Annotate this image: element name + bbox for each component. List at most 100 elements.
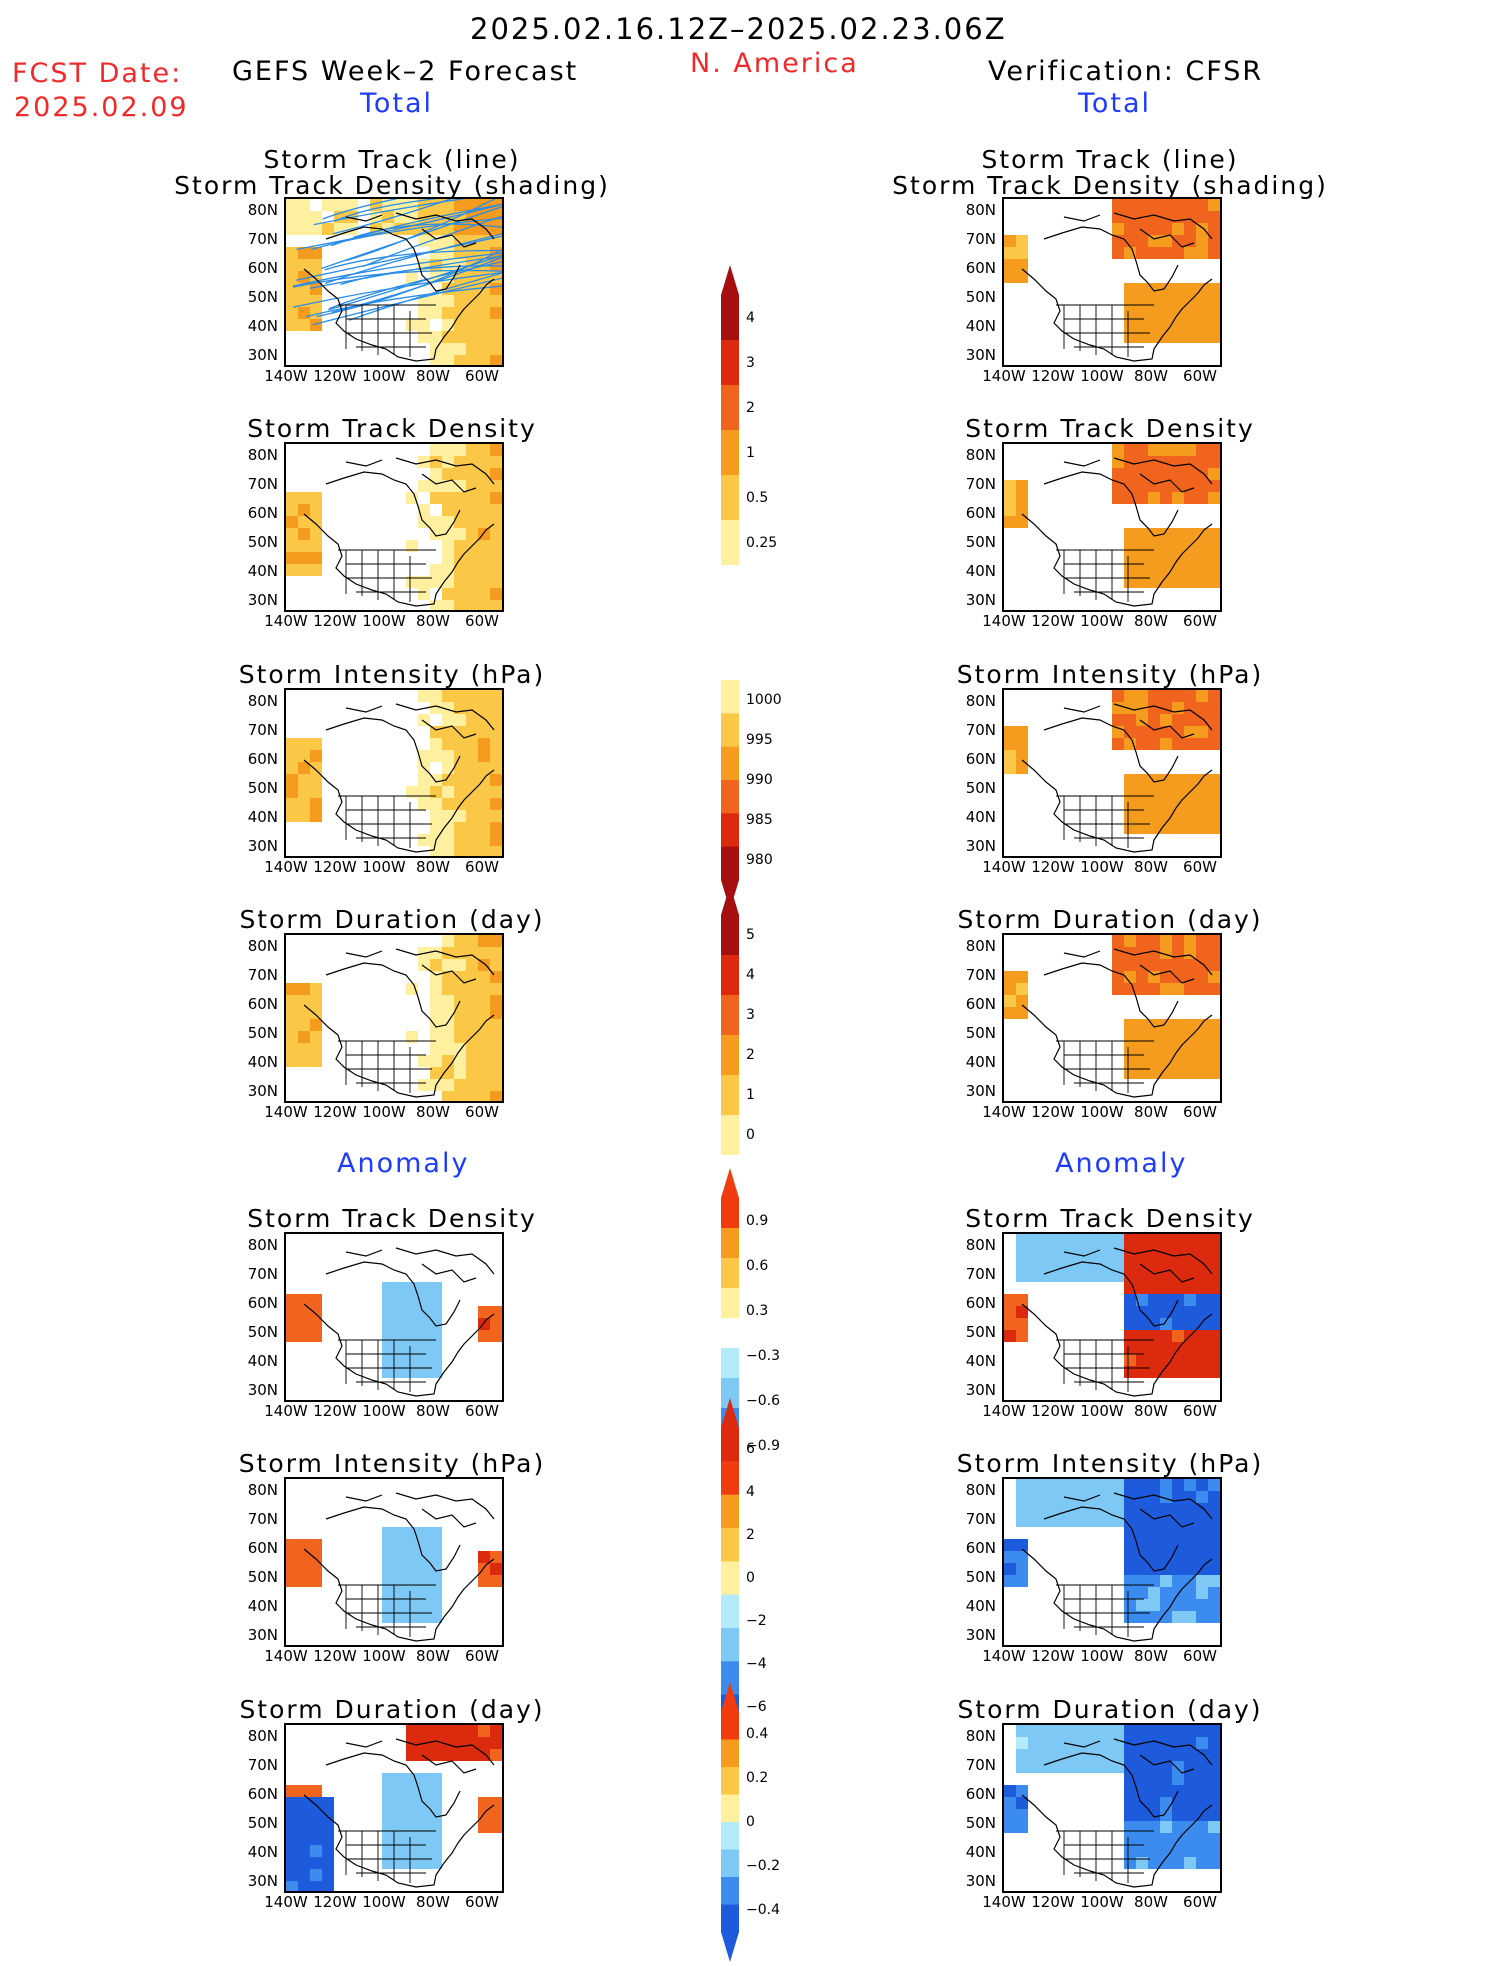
field-cell: [442, 762, 454, 774]
field-cell: [1172, 235, 1184, 247]
field-cell: [1208, 528, 1220, 540]
field-cell: [430, 702, 442, 714]
latitude-tick-label: 80N: [247, 446, 278, 464]
field-cell: [1172, 1479, 1184, 1491]
field-cell: [442, 1019, 454, 1031]
field-cell: [1124, 1366, 1136, 1378]
field-cell: [418, 1809, 430, 1821]
field-cell: [454, 714, 466, 726]
field-cell: [418, 1366, 430, 1378]
field-cell: [1160, 1282, 1172, 1294]
field-cell: [382, 1282, 394, 1294]
field-cell: [1208, 1527, 1220, 1539]
field-cell: [430, 1527, 442, 1539]
field-cell: [1112, 935, 1124, 947]
state-borders: [1056, 549, 1154, 602]
field-cell: [430, 1539, 442, 1551]
latitude-tick-label: 80N: [965, 1727, 996, 1745]
field-cell: [1172, 1551, 1184, 1563]
storm-track-line: [296, 203, 502, 251]
field-cell: [442, 1043, 454, 1055]
field-cell: [490, 983, 502, 995]
field-cell: [1184, 528, 1196, 540]
field-cell: [1148, 1797, 1160, 1809]
field-cell: [478, 1007, 490, 1019]
field-cell: [1136, 1031, 1148, 1043]
coastline: [1021, 1247, 1213, 1397]
field-cell: [430, 1031, 442, 1043]
field-cell: [298, 995, 310, 1007]
field-cell: [490, 690, 502, 702]
longitude-tick-label: 120W: [313, 1402, 357, 1420]
field-cell: [1196, 1294, 1208, 1306]
field-cell: [466, 726, 478, 738]
colorbar-segment: [721, 1794, 739, 1823]
field-cell: [298, 1551, 310, 1563]
field-cell: [310, 1785, 322, 1797]
field-cell: [1136, 235, 1148, 247]
latitude-tick-label: 60N: [965, 259, 996, 277]
colorbar-segment: [721, 1628, 739, 1662]
panel-title: Storm Track (line): [263, 145, 521, 174]
longitude-tick-label: 100W: [362, 1893, 406, 1911]
field-cell: [1124, 235, 1136, 247]
field-cell: [1148, 1539, 1160, 1551]
field-cell: [454, 355, 466, 365]
field-cell: [382, 211, 394, 223]
field-cell: [406, 1809, 418, 1821]
field-cell: [442, 355, 454, 365]
field-cell: [1124, 1067, 1136, 1079]
field-cell: [1112, 738, 1124, 750]
forecast-map-panel: [284, 1477, 504, 1647]
field-cell: [382, 199, 394, 211]
field-cell: [1136, 1282, 1148, 1294]
field-cell: [1136, 1294, 1148, 1306]
field-cell: [1172, 822, 1184, 834]
latitude-tick-label: 50N: [247, 1323, 278, 1341]
field-cell: [1052, 1258, 1064, 1270]
field-cell: [1148, 1043, 1160, 1055]
field-cell: [406, 540, 418, 552]
field-cell: [430, 1366, 442, 1378]
field-cell: [454, 468, 466, 480]
field-cell: [1160, 786, 1172, 798]
latitude-tick-label: 80N: [247, 692, 278, 710]
field-cell: [1124, 947, 1136, 959]
field-cell: [298, 1019, 310, 1031]
field-cell: [1148, 714, 1160, 726]
field-cell: [1160, 1031, 1172, 1043]
field-cell: [1124, 552, 1136, 564]
field-cell: [454, 726, 466, 738]
field-cell: [430, 750, 442, 762]
field-cell: [454, 247, 466, 259]
field-cell: [1184, 211, 1196, 223]
longitude-tick-label: 140W: [264, 1103, 308, 1121]
field-cell: [442, 247, 454, 259]
field-cell: [1196, 456, 1208, 468]
field-cell: [1124, 444, 1136, 456]
field-cell: [1172, 714, 1184, 726]
field-cell: [1184, 690, 1196, 702]
colorbar-top-arrow: [721, 1682, 739, 1712]
field-cell: [298, 1563, 310, 1575]
field-cell: [334, 199, 346, 211]
field-cell: [442, 971, 454, 983]
fcst-date-value: 2025.02.09: [14, 92, 189, 123]
field-cell: [1196, 738, 1208, 750]
field-cell: [1028, 1246, 1040, 1258]
field-cell: [490, 995, 502, 1007]
field-cell: [418, 1587, 430, 1599]
field-cell: [286, 295, 298, 307]
field-cell: [1184, 738, 1196, 750]
colorbar-segment: [721, 340, 739, 386]
state-borders: [338, 795, 436, 848]
field-cell: [1016, 480, 1028, 492]
colorbar-segment: [721, 1378, 739, 1409]
field-cell: [298, 798, 310, 810]
date-range-title: 2025.02.16.12Z–2025.02.23.06Z: [470, 12, 1007, 46]
colorbar-segment: [721, 430, 739, 476]
field-cell: [1160, 1354, 1172, 1366]
field-cell: [1184, 1503, 1196, 1515]
field-cell: [1184, 1342, 1196, 1354]
field-cell: [1172, 283, 1184, 295]
